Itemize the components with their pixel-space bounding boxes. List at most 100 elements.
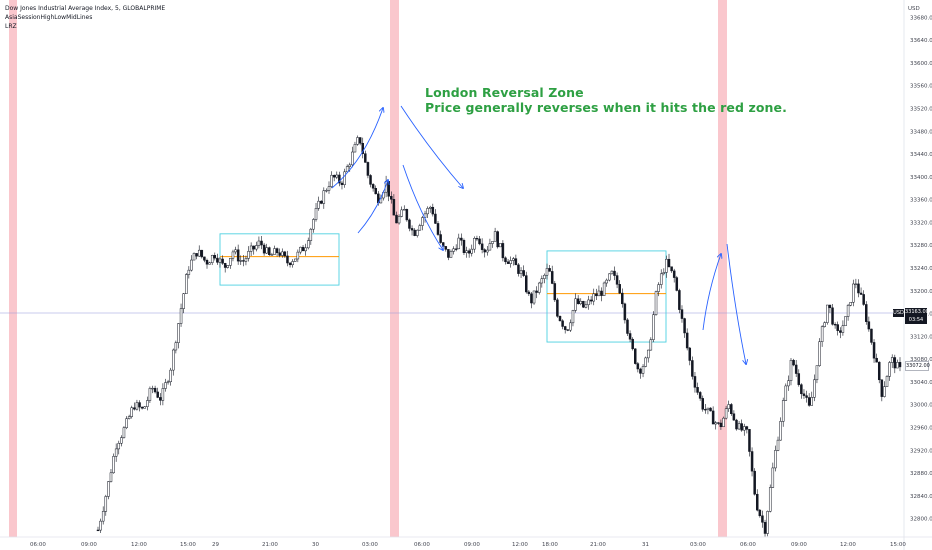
candle xyxy=(364,150,367,163)
candle xyxy=(294,258,297,262)
time-tick-label: 12:00 xyxy=(840,542,856,548)
time-tick-label: 09:00 xyxy=(81,542,97,548)
candle xyxy=(748,429,751,457)
chart-legend: Dow Jones Industrial Average Index, 5, G… xyxy=(5,4,165,31)
candle xyxy=(467,248,471,258)
candle xyxy=(595,288,598,300)
price-axis: 33680.00 33640.00 33600.00 33560.00 33520.00… xyxy=(910,15,932,522)
candle xyxy=(260,235,263,250)
candle xyxy=(255,241,258,252)
candle xyxy=(849,302,852,307)
candle xyxy=(480,238,484,254)
candle xyxy=(242,255,245,267)
reversal-zone-2 xyxy=(718,0,727,537)
time-tick-label: 09:00 xyxy=(791,542,807,548)
candle xyxy=(387,181,390,202)
time-tick-label: 21:00 xyxy=(590,542,606,548)
candle xyxy=(140,406,144,410)
candle xyxy=(153,385,157,394)
reversal-zone-1 xyxy=(390,0,399,537)
candle xyxy=(415,229,419,238)
candle xyxy=(737,421,741,431)
candle xyxy=(623,302,627,324)
annotation-body: Price generally reverses when it hits th… xyxy=(425,100,787,115)
candle xyxy=(774,445,777,472)
candle xyxy=(203,256,206,263)
time-tick-label: 21:00 xyxy=(262,542,278,548)
candle xyxy=(537,281,541,295)
candle xyxy=(730,403,733,416)
candle xyxy=(846,303,850,321)
candle xyxy=(470,244,473,257)
candle xyxy=(187,266,191,279)
candle xyxy=(252,245,255,255)
candle xyxy=(278,248,281,258)
candle xyxy=(649,337,653,351)
text-annotation[interactable]: London Reversal Zone Price generally rev… xyxy=(425,85,787,115)
candle xyxy=(839,327,842,339)
candle xyxy=(556,297,559,318)
candle xyxy=(652,311,655,343)
candle xyxy=(743,423,746,436)
candle xyxy=(179,303,183,327)
candle xyxy=(249,242,253,257)
candle xyxy=(794,359,798,377)
candle xyxy=(693,371,697,393)
candle xyxy=(151,385,154,394)
candle xyxy=(460,233,463,246)
price-tick-label: 33680.00 xyxy=(910,15,932,21)
candle xyxy=(841,320,845,336)
candle xyxy=(327,181,331,194)
ref-price-tag: 33072.00 xyxy=(905,361,930,371)
price-tick-label: 33080.00 xyxy=(910,357,932,363)
candle xyxy=(618,280,621,295)
candle xyxy=(195,253,198,260)
time-tick-label: 12:00 xyxy=(131,542,147,548)
candle xyxy=(870,328,873,345)
candle xyxy=(605,278,608,287)
price-tick-label: 33400.00 xyxy=(910,175,932,181)
candle xyxy=(197,245,201,257)
indicator-lrz[interactable]: LRZ xyxy=(5,23,17,30)
candle xyxy=(439,230,442,244)
candle xyxy=(792,358,795,367)
candle xyxy=(688,346,692,366)
candle xyxy=(813,374,816,402)
trend-arrow-5 xyxy=(726,243,746,364)
candle xyxy=(854,278,858,289)
candle xyxy=(190,255,193,272)
candle xyxy=(488,238,492,251)
candle xyxy=(275,247,279,257)
indicator-asia-session[interactable]: AsiaSessionHighLowMidLines xyxy=(5,14,93,21)
candle xyxy=(299,246,302,255)
candle xyxy=(138,400,141,412)
candle xyxy=(548,264,551,272)
symbol-title[interactable]: Dow Jones Industrial Average Index, 5, G… xyxy=(5,5,166,12)
candle xyxy=(602,281,606,296)
candle xyxy=(506,258,510,264)
price-tick-label: 33320.00 xyxy=(910,220,932,226)
candle xyxy=(210,254,214,266)
candle xyxy=(836,321,839,336)
price-tick-label: 32960.00 xyxy=(910,425,932,431)
candle xyxy=(820,325,824,347)
candle xyxy=(696,382,699,395)
candle xyxy=(800,383,803,399)
price-tick-label: 33440.00 xyxy=(910,152,932,158)
candle xyxy=(810,391,814,406)
candle xyxy=(600,287,603,302)
candle xyxy=(805,390,808,403)
candle xyxy=(535,286,538,299)
candle xyxy=(301,244,305,252)
candle xyxy=(880,379,884,402)
candle xyxy=(569,319,572,333)
time-tick-label: 03:00 xyxy=(362,542,378,548)
annotation-title: London Reversal Zone xyxy=(425,85,584,100)
candle xyxy=(314,202,318,222)
candle xyxy=(597,285,601,297)
candle xyxy=(431,203,435,217)
candle xyxy=(584,301,588,309)
candle xyxy=(465,246,468,258)
candle xyxy=(343,168,346,188)
